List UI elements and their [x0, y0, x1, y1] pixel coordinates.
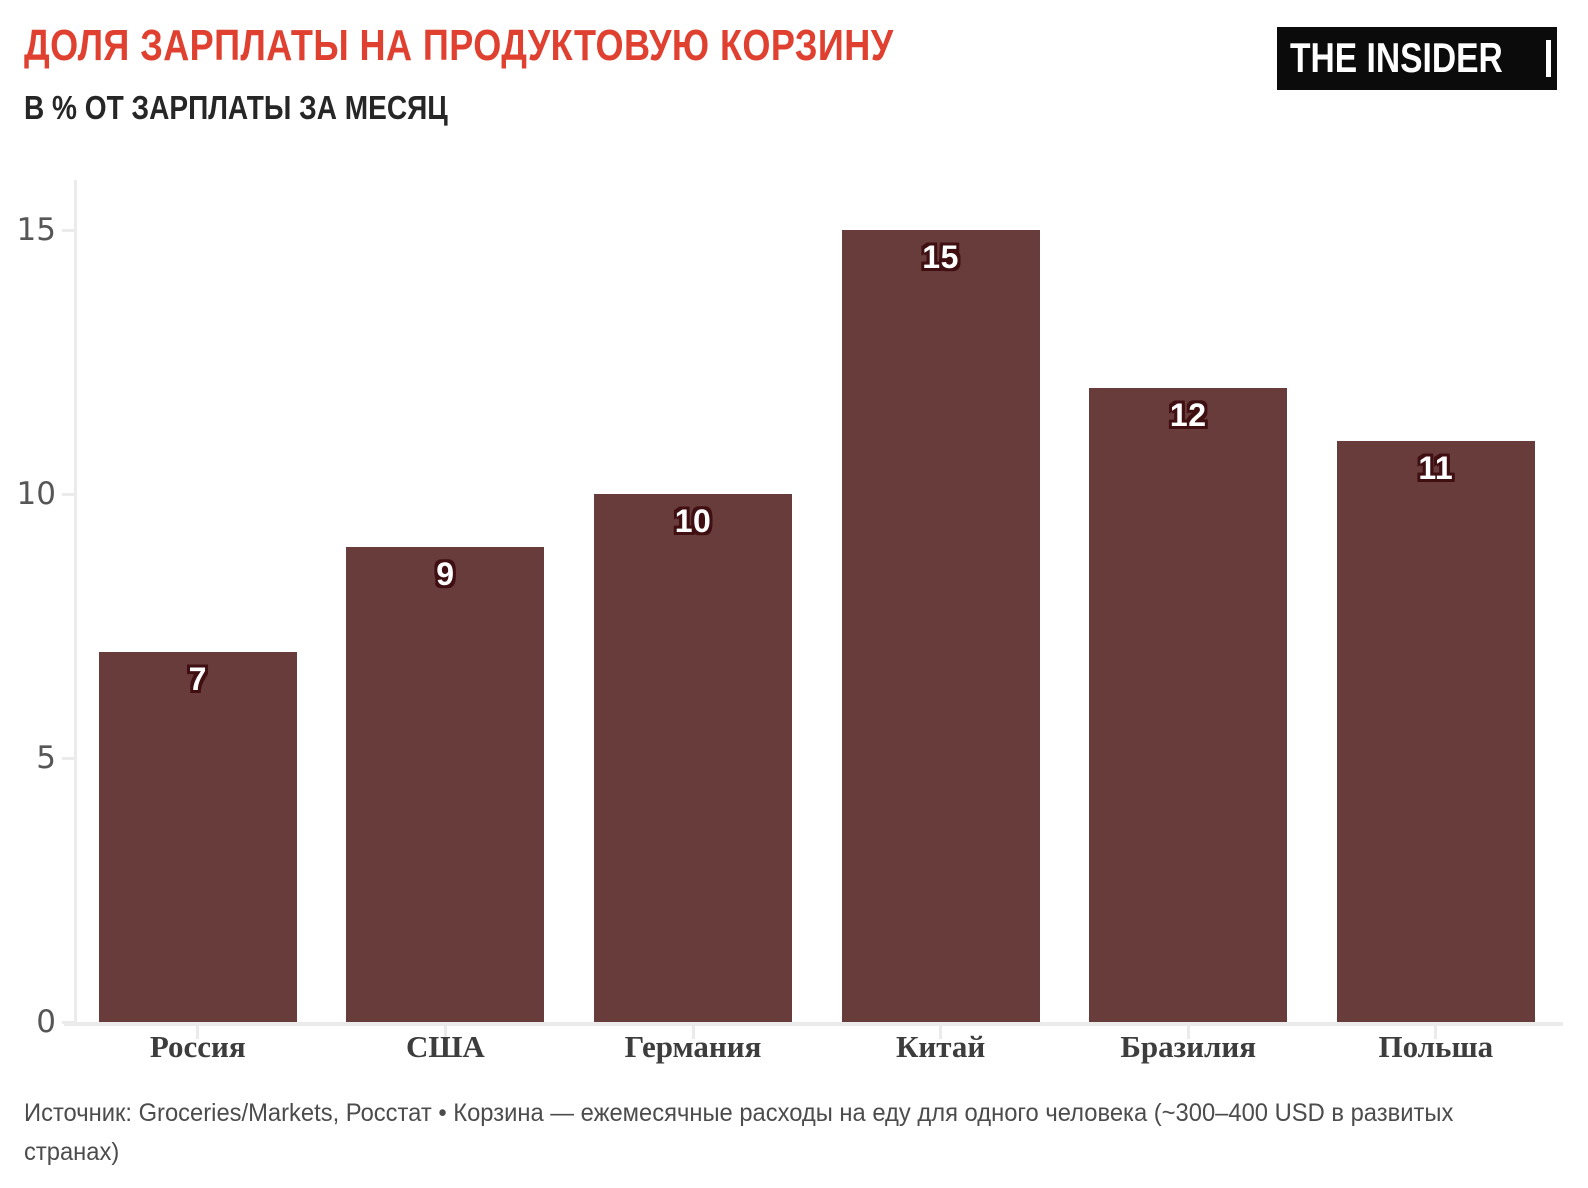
- bar: 10: [594, 494, 792, 1022]
- the-insider-logo: THE INSIDER: [1277, 27, 1557, 90]
- page-subtitle: В % ОТ ЗАРПЛАТЫ ЗА МЕСЯЦ: [24, 89, 523, 126]
- y-axis-line: [74, 180, 77, 1026]
- y-tick-label: 15: [16, 212, 56, 248]
- y-tick: [62, 1021, 75, 1024]
- bar-value-label: 9: [436, 555, 455, 592]
- x-category-label: Польша: [1378, 1029, 1494, 1064]
- page-subtitle-text: В % ОТ ЗАРПЛАТЫ ЗА МЕСЯЦ: [24, 89, 448, 126]
- x-category-label: Китай: [895, 1029, 986, 1064]
- bar: 9: [346, 546, 545, 1022]
- y-tick-label: 0: [36, 1004, 56, 1040]
- logo-text: THE INSIDER: [1290, 33, 1503, 81]
- bar-value-label: 7: [188, 661, 207, 698]
- x-tick: [196, 1026, 200, 1039]
- x-tick: [939, 1026, 943, 1039]
- x-tick: [1434, 1026, 1438, 1039]
- x-axis-line: [64, 1022, 1563, 1026]
- x-category-label: Германия: [624, 1029, 762, 1064]
- bar-value-label: 15: [922, 239, 959, 275]
- bar: 15: [841, 230, 1040, 1022]
- x-tick: [443, 1026, 447, 1039]
- page-title-text: ДОЛЯ ЗАРПЛАТЫ НА ПРОДУКТОВУЮ КОРЗИНУ: [24, 21, 894, 70]
- bar-value-label: 10: [674, 503, 712, 539]
- bar-value-label: 12: [1169, 397, 1207, 434]
- y-tick: [62, 757, 75, 760]
- x-category-label: США: [405, 1029, 485, 1064]
- page-title: ДОЛЯ ЗАРПЛАТЫ НА ПРОДУКТОВУЮ КОРЗИНУ: [24, 21, 1084, 70]
- x-tick: [691, 1026, 695, 1039]
- y-tick: [62, 493, 75, 496]
- bar: 11: [1336, 441, 1535, 1022]
- x-category-label: Бразилия: [1120, 1029, 1256, 1064]
- bar-value-label: 11: [1418, 450, 1454, 487]
- x-category-label: Россия: [149, 1029, 246, 1064]
- logo-cursor-bar-icon: [1546, 40, 1551, 77]
- y-tick: [62, 229, 75, 232]
- source-note: Источник: Groceries/Markets, Росстат • К…: [24, 1099, 1454, 1166]
- x-tick: [1186, 1026, 1190, 1039]
- y-tick-label: 10: [16, 476, 56, 512]
- y-tick-label: 5: [36, 740, 56, 776]
- bar: 7: [98, 652, 297, 1022]
- bar: 12: [1089, 388, 1288, 1022]
